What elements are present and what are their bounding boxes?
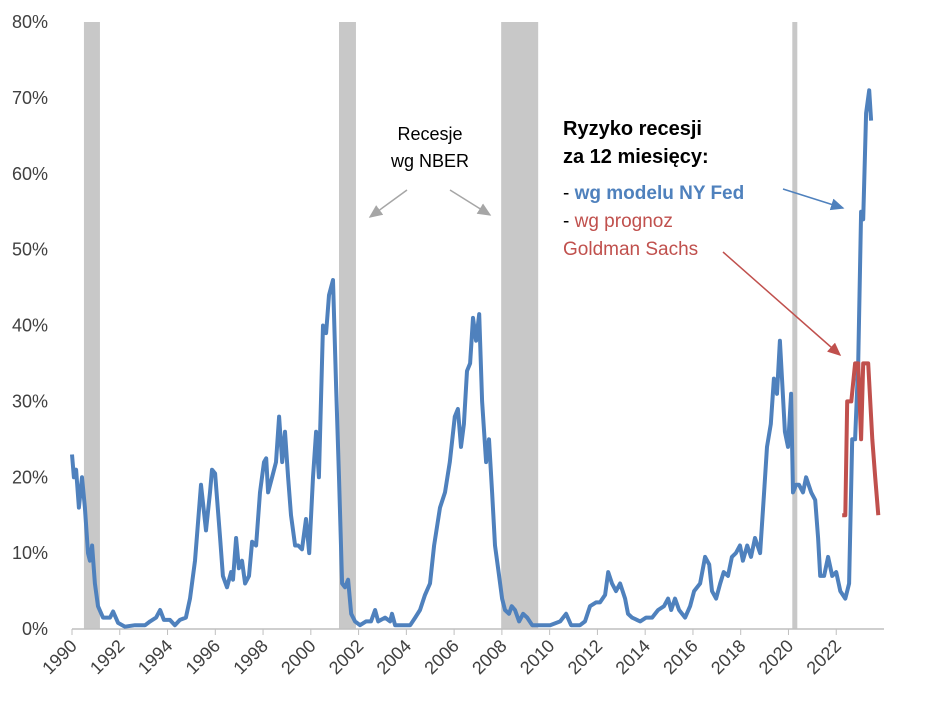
x-tick-label: 1992 — [86, 636, 128, 678]
x-tick-label: 2012 — [564, 636, 606, 678]
recession-label: wg NBER — [390, 151, 469, 171]
recession-band — [83, 22, 100, 629]
y-tick-label: 70% — [12, 88, 48, 108]
arrow — [449, 189, 492, 216]
x-tick-label: 2000 — [277, 636, 319, 678]
series-line — [842, 361, 881, 518]
legend-title: Ryzyko recesji za 12 miesięcy: — [563, 115, 709, 171]
legend-label: wg modelu NY Fed — [574, 183, 745, 204]
x-tick-label: 2016 — [659, 636, 701, 678]
y-tick-label: 80% — [12, 12, 48, 32]
recession-band — [501, 22, 539, 629]
x-tick-label: 2008 — [468, 636, 510, 678]
legend-prefix: - — [563, 183, 570, 204]
x-tick-label: 2014 — [612, 636, 654, 678]
y-tick-label: 30% — [12, 391, 48, 411]
recession-band — [792, 22, 798, 629]
y-tick-label: 60% — [12, 164, 48, 184]
x-tick-label: 1994 — [134, 636, 176, 678]
y-tick-label: 40% — [12, 316, 48, 336]
y-tick-label: 50% — [12, 240, 48, 260]
y-tick-label: 20% — [12, 467, 48, 487]
x-tick-label: 2006 — [420, 636, 462, 678]
axes: 0%10%20%30%40%50%60%70%80%1990 1992 1994 19… — [12, 12, 884, 678]
recession-bands — [83, 22, 798, 629]
x-tick-label: 1990 — [38, 636, 80, 678]
x-tick-label: 2002 — [325, 636, 367, 678]
y-tick-label: 0% — [22, 619, 48, 639]
x-tick-label: 2010 — [516, 636, 558, 678]
arrow — [782, 188, 845, 211]
legend-entry: - wg modelu NY Fed — [563, 180, 744, 208]
lines — [70, 88, 881, 629]
x-tick-label: 2004 — [373, 636, 415, 678]
series-line — [70, 88, 874, 629]
arrow — [368, 189, 408, 218]
legend-label: wg prognoz Goldman Sachs — [563, 211, 699, 260]
x-tick-label: 2018 — [707, 636, 749, 678]
x-tick-label: 1998 — [229, 636, 271, 678]
legend-title-line: Ryzyko recesji — [563, 118, 702, 140]
x-tick-label: 2020 — [755, 636, 797, 678]
legend-entry: - wg prognoz Goldman Sachs — [563, 208, 713, 264]
recession-band — [339, 22, 356, 629]
x-tick-label: 1996 — [182, 636, 224, 678]
y-tick-label: 10% — [12, 543, 48, 563]
x-tick-label: 2022 — [803, 636, 845, 678]
recession-label: Recesje — [397, 124, 462, 144]
legend-title-line: za 12 miesięcy: — [563, 146, 709, 168]
legend-prefix: - — [563, 211, 570, 232]
arrow — [722, 251, 842, 356]
